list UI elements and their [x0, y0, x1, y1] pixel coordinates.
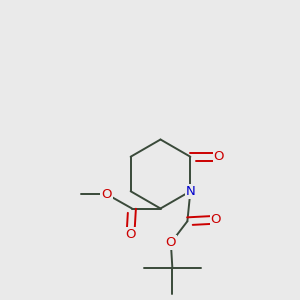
Text: O: O	[125, 227, 136, 241]
Text: O: O	[211, 213, 221, 226]
Text: O: O	[166, 236, 176, 249]
Text: O: O	[214, 150, 224, 163]
Text: O: O	[101, 188, 112, 201]
Text: N: N	[185, 185, 195, 198]
